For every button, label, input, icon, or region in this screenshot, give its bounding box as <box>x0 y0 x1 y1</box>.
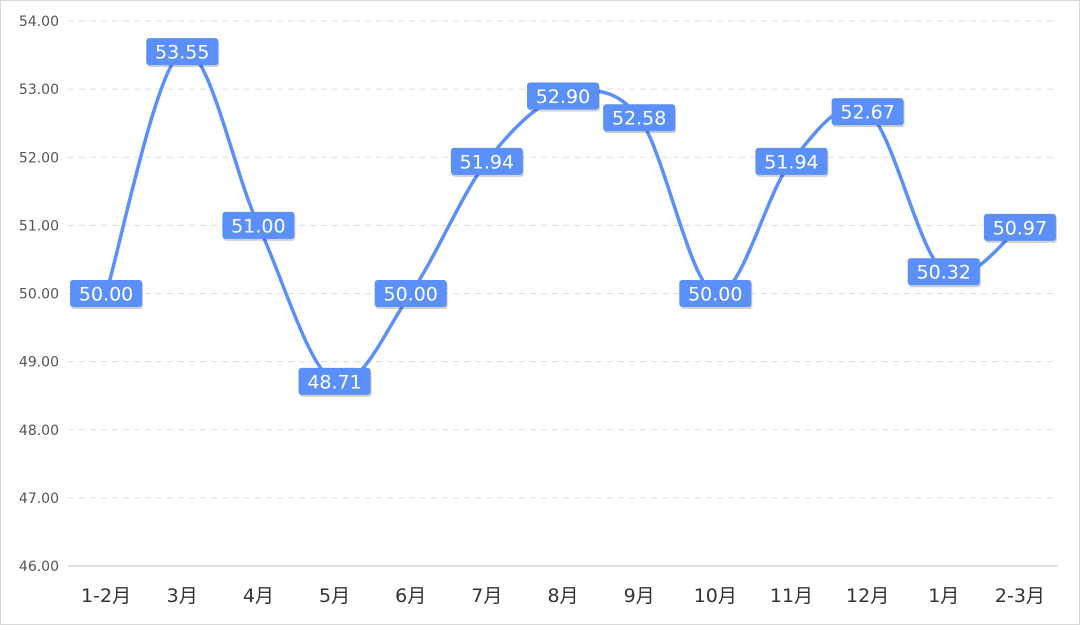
x-tick-label: 1-2月 <box>81 585 131 607</box>
data-label-text: 50.97 <box>993 217 1047 239</box>
data-label-layer: 50.00 53.55 51.00 48.71 50.00 51.94 52.90 52.58… <box>70 38 1057 397</box>
y-tick-label: 50.00 <box>19 287 59 303</box>
data-label-box <box>907 258 980 286</box>
x-tick-label: 9月 <box>624 585 655 607</box>
data-label-box <box>450 147 523 175</box>
data-label-text: 51.94 <box>460 151 514 173</box>
data-label: 48.71 <box>298 367 372 397</box>
data-label-text: 52.90 <box>536 86 590 108</box>
data-label: 52.67 <box>831 98 905 128</box>
data-label-text: 52.58 <box>612 108 666 130</box>
data-label-text: 52.67 <box>840 102 894 124</box>
data-label: 51.94 <box>450 147 524 177</box>
x-tick-label: 2-3月 <box>995 585 1045 607</box>
x-tick-label: 1月 <box>928 585 959 607</box>
data-label: 52.58 <box>603 104 677 134</box>
y-tick-label: 48.00 <box>19 423 59 439</box>
y-tick-label: 47.00 <box>19 491 59 507</box>
data-label-box <box>527 82 599 110</box>
y-tick-label: 49.00 <box>19 355 59 371</box>
data-label-box <box>146 38 219 66</box>
y-tick-label: 54.00 <box>19 14 59 30</box>
data-label-box <box>983 213 1056 241</box>
data-label-text: 50.00 <box>79 284 133 306</box>
data-label: 50.97 <box>983 213 1057 243</box>
x-tick-label: 12月 <box>846 585 889 607</box>
data-label-text: 51.94 <box>764 151 818 173</box>
data-label-box <box>755 147 828 175</box>
data-label-text: 51.00 <box>231 215 285 237</box>
x-tick-label: 4月 <box>243 585 274 607</box>
data-label: 50.00 <box>374 280 448 309</box>
data-label-box <box>831 98 904 126</box>
data-label: 50.32 <box>907 258 981 288</box>
y-axis-ticks: 46.00 47.00 48.00 49.00 50.00 51.00 52.00 53.00… <box>19 14 59 575</box>
data-label-box <box>603 104 676 132</box>
y-tick-label: 51.00 <box>19 218 59 234</box>
x-tick-label: 6月 <box>395 585 426 607</box>
x-tick-label: 8月 <box>547 585 578 607</box>
data-label: 51.94 <box>755 147 829 177</box>
data-label-box <box>70 280 143 307</box>
x-tick-label: 5月 <box>319 585 350 607</box>
data-label: 52.90 <box>527 82 600 112</box>
x-tick-label: 11月 <box>770 585 813 607</box>
data-label-text: 53.55 <box>155 42 209 64</box>
data-label: 51.00 <box>222 211 296 241</box>
data-label-box <box>679 280 752 307</box>
data-label-box <box>222 211 295 239</box>
data-label-text: 48.71 <box>307 371 361 393</box>
x-axis-ticks: 1-2月 3月 4月 5月 6月 7月 8月 9月 10月 11月 12月 1月 2-3月 <box>81 585 1045 607</box>
data-label: 50.00 <box>679 280 753 309</box>
data-label: 53.55 <box>146 38 220 68</box>
data-label-box <box>374 280 447 307</box>
data-label-text: 50.00 <box>688 284 742 306</box>
x-tick-label: 7月 <box>471 585 502 607</box>
x-tick-label: 10月 <box>694 585 737 607</box>
y-tick-label: 46.00 <box>19 559 59 575</box>
data-label-text: 50.32 <box>917 262 971 284</box>
x-tick-label: 3月 <box>167 585 198 607</box>
y-tick-label: 53.00 <box>19 82 59 98</box>
data-label: 50.00 <box>70 280 144 309</box>
data-label-box <box>298 367 371 395</box>
y-tick-label: 52.00 <box>19 150 59 166</box>
data-label-text: 50.00 <box>383 284 437 306</box>
